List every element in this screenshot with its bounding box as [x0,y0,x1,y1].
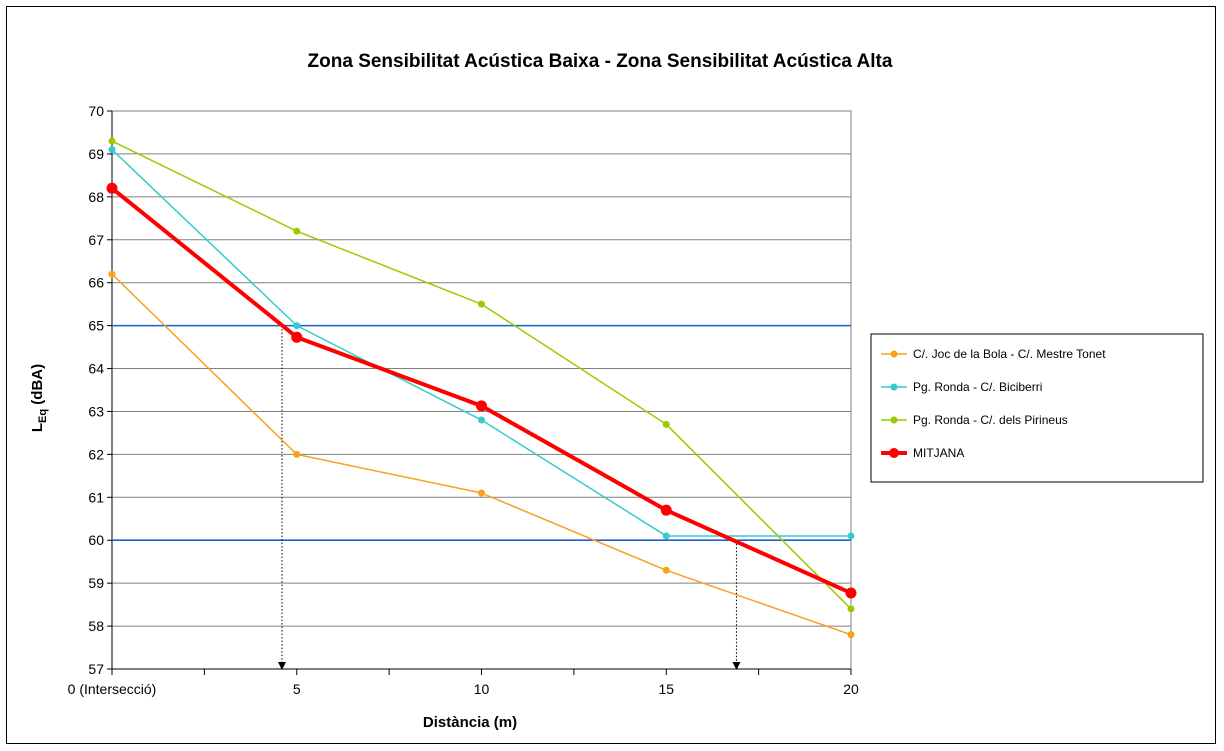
x-tick-label: 10 [474,681,490,697]
y-tick-label: 68 [88,189,104,205]
y-tick-label: 60 [88,532,104,548]
y-tick-label: 62 [88,446,104,462]
x-tick-label: 5 [293,681,301,697]
chart-title: Zona Sensibilitat Acústica Baixa - Zona … [308,51,893,72]
series-point-1 [293,322,301,330]
y-tick-label: 69 [88,146,104,162]
series-point-1 [847,532,855,540]
y-axis-title-main: L [29,423,46,432]
series-point-2 [293,227,301,235]
series-point-0 [108,270,116,278]
y-axis-title-unit: (dBA) [29,364,46,409]
series-point-0 [847,631,855,639]
series-point-0 [293,450,301,458]
series-point-2 [478,300,485,308]
series-point-3 [476,400,487,412]
x-tick-label: 0 (Intersecció) [68,681,157,697]
legend-swatch-marker [890,416,898,424]
y-tick-label: 57 [88,661,104,677]
y-tick-label: 63 [88,403,104,419]
series-point-2 [108,137,116,145]
series-point-3 [845,587,857,599]
series-point-0 [478,489,485,497]
series-point-1 [478,416,485,424]
x-tick-label: 20 [843,681,859,697]
legend-swatch-marker [890,350,898,358]
legend-swatch-marker [890,383,898,391]
legend-box [870,333,1204,483]
series-point-2 [847,605,855,613]
plot-area: 57 58 59 60 61 62 63 64 65 66 67 68 69 70 0 (Intersecc… [68,103,859,697]
y-tick-label: 65 [88,318,104,334]
legend-item-label: C/. Joc de la Bola - C/. Mestre Tonet [913,347,1106,361]
series-point-0 [662,566,670,574]
threshold-arrowhead [732,662,741,670]
legend-item-label: Pg. Ronda - C/. Biciberri [913,380,1042,394]
series-point-3 [660,504,672,516]
legend-swatch-marker [889,448,899,458]
y-tick-label: 59 [88,575,104,591]
y-tick-label: 70 [88,103,104,119]
legend-item-label: MITJANA [913,446,964,460]
legend-item-label: Pg. Ronda - C/. dels Pirineus [913,413,1068,427]
legend: C/. Joc de la Bola - C/. Mestre Tonet Pg.… [870,333,1204,483]
y-tick-label: 66 [88,275,104,291]
threshold-arrowhead [277,662,286,670]
series-point-3 [106,182,118,194]
y-axis-title-sub: Eq [37,409,49,423]
y-tick-label: 67 [88,232,104,248]
plot-background [111,110,852,670]
x-axis-title: Distància (m) [423,714,517,731]
series-point-2 [662,420,670,428]
y-tick-label: 64 [88,361,104,377]
series-point-1 [662,532,670,540]
y-axis-title: LEq (dBA) [29,364,49,432]
y-tick-label: 61 [88,489,104,505]
x-tick-label: 15 [658,681,674,697]
series-point-3 [291,331,303,343]
y-tick-label: 58 [88,618,104,634]
series-point-1 [108,146,116,154]
